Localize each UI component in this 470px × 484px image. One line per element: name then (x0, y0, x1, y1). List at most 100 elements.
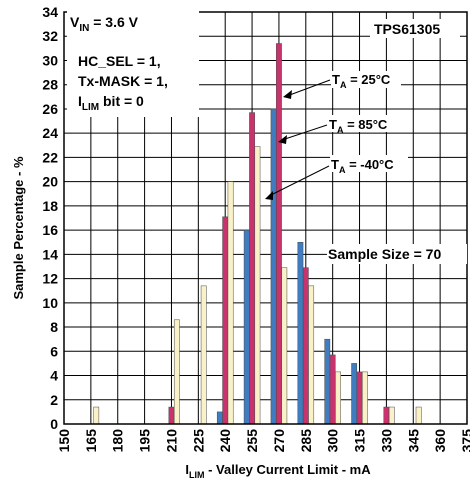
x-tick-label: 375 (459, 429, 470, 453)
ta-25-arrowhead (283, 90, 292, 99)
sample-size-box (327, 244, 467, 264)
y-tick-label: 20 (42, 174, 58, 190)
device-box (370, 19, 460, 38)
x-axis-label-rest: - Valley Current Limit - mA (204, 462, 371, 477)
ta-85-label: TA = 85°C (329, 117, 388, 135)
ta-m40-label: TA = -40°C (331, 157, 394, 175)
ta-m40-main: T (331, 157, 339, 172)
vin-rest: = 3.6 V (89, 14, 138, 30)
bar-cream (335, 371, 341, 425)
bar-magenta (168, 406, 175, 425)
tx-mask-annotation: Tx-MASK = 1, (78, 73, 168, 89)
bar-blue (270, 108, 277, 425)
ta-25-rest: = 25°C (346, 72, 390, 87)
y-tick-label: 24 (42, 125, 58, 141)
y-tick-label: 32 (42, 28, 58, 44)
x-tick-label: 330 (378, 429, 394, 453)
bar-blue (297, 241, 304, 425)
y-tick-label: 10 (42, 295, 58, 311)
bar-cream (308, 285, 315, 425)
ta-m40-leader (268, 165, 330, 197)
y-tick-label: 0 (50, 416, 58, 432)
bar-magenta (356, 371, 363, 425)
x-tick-label: 210 (163, 429, 179, 453)
y-tick-label: 18 (42, 198, 58, 214)
bar-cream (200, 285, 207, 425)
x-tick-label: 195 (137, 429, 153, 453)
bar-cream (173, 319, 180, 425)
x-tick-label: 180 (110, 429, 126, 453)
ta-25-box (331, 71, 401, 88)
x-tick-label: 255 (244, 429, 260, 453)
bar-magenta (383, 406, 390, 425)
ta-m40-box (330, 155, 408, 172)
x-tick-label: 150 (56, 429, 72, 453)
ta-85-main: T (329, 117, 337, 132)
bar-cream (254, 146, 261, 425)
bar-blue (243, 229, 250, 425)
x-tick-label: 315 (352, 429, 368, 453)
y-tick-label: 6 (50, 343, 58, 359)
hc-sel-annotation: HC_SEL = 1, (78, 53, 161, 69)
ta-m40-sub: A (339, 165, 346, 175)
sample-size-annotation: Sample Size = 70 (328, 246, 441, 262)
y-tick-label: 8 (50, 319, 58, 335)
x-tick-label: 270 (271, 429, 287, 453)
x-axis-label-main: I (185, 462, 189, 477)
bar-magenta (249, 112, 255, 425)
y-tick-label: 2 (50, 392, 58, 408)
bar-blue (216, 411, 223, 425)
y-tick-label: 30 (42, 52, 58, 68)
condition-box (67, 8, 199, 117)
bar-cream (362, 371, 368, 425)
y-tick-label: 26 (42, 101, 58, 117)
x-tick-label: 225 (190, 429, 206, 453)
x-tick-label: 165 (83, 429, 99, 453)
ta-25-leader (286, 79, 331, 97)
ilim-main: I (78, 93, 82, 109)
bar-cream (388, 406, 395, 425)
ta-m40-arrowhead (265, 191, 273, 200)
ilim-sub: LIM (82, 102, 99, 113)
vin-sub: IN (79, 23, 89, 34)
ta-m40-rest: = -40°C (345, 157, 394, 172)
bar-cream (93, 406, 100, 425)
bar-blue (351, 363, 358, 425)
y-tick-label: 22 (42, 149, 58, 165)
ta-85-arrowhead (278, 135, 287, 144)
ta-25-sub: A (340, 80, 347, 90)
y-axis-label: Sample Percentage - % (11, 156, 26, 299)
ta-85-sub: A (337, 125, 344, 135)
x-tick-label: 345 (405, 429, 421, 453)
vin-main: V (70, 14, 80, 30)
bar-cream (415, 406, 422, 425)
y-tick-label: 4 (50, 368, 58, 384)
ta-85-leader (281, 124, 328, 141)
x-axis-label: ILIM - Valley Current Limit - mA (185, 462, 371, 480)
bar-cream (281, 267, 288, 425)
bar-cream (227, 181, 234, 425)
plot-border (63, 11, 468, 425)
x-axis-label-sub: LIM (189, 470, 205, 480)
device-annotation: TPS61305 (374, 21, 440, 37)
bar-magenta (222, 216, 229, 425)
ta-85-box (328, 115, 400, 132)
plot-frame (63, 11, 468, 425)
ta-25-main: T (332, 72, 340, 87)
x-tick-label: 360 (432, 429, 448, 453)
bar-blue (324, 338, 331, 425)
x-tick-label: 300 (325, 429, 341, 453)
y-tick-label: 14 (42, 246, 58, 262)
y-tick-label: 28 (42, 77, 58, 93)
bars (93, 43, 422, 425)
vin-annotation: VIN = 3.6 V (70, 14, 139, 34)
y-tick-label: 12 (42, 271, 58, 287)
ta-85-rest: = 85°C (343, 117, 387, 132)
y-tick-label: 34 (42, 4, 58, 20)
ilim-rest: bit = 0 (99, 93, 144, 109)
bar-magenta (276, 43, 282, 425)
bar-magenta (302, 267, 309, 425)
bar-magenta (329, 354, 336, 425)
